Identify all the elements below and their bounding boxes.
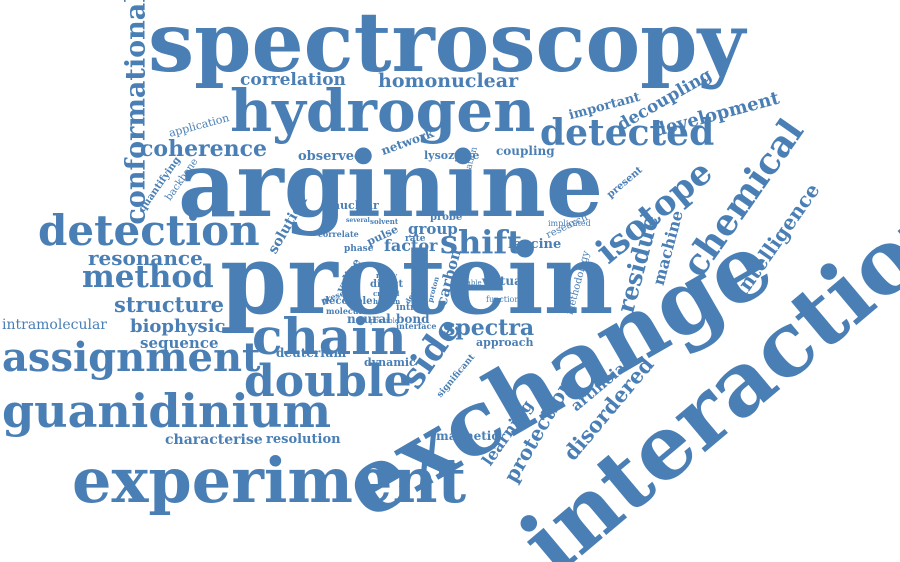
word: chain: [252, 307, 407, 366]
word: factor: [384, 236, 438, 255]
word: implicated: [548, 219, 591, 228]
word: magnetic: [436, 429, 499, 443]
word: shift: [440, 223, 522, 261]
word: coupling: [496, 144, 555, 158]
word: deuterium: [276, 346, 347, 360]
word: detected: [540, 112, 715, 154]
word: spectroscopy: [148, 0, 746, 91]
word: correlation: [240, 70, 346, 90]
word: neural: [347, 312, 391, 326]
word: double: [244, 356, 412, 407]
word: method: [82, 259, 214, 295]
word: present: [605, 164, 645, 201]
word: arginine: [178, 132, 604, 238]
word: spectra: [443, 315, 535, 341]
word: intramolecular: [2, 317, 107, 333]
word: leucine: [508, 237, 562, 252]
word: functional: [486, 295, 527, 304]
word: many: [376, 271, 398, 280]
word: molecule: [326, 306, 367, 316]
word: enable: [458, 279, 482, 287]
word: direct: [370, 279, 404, 290]
word: rate: [405, 234, 426, 244]
word: bond: [396, 312, 430, 326]
word: several: [346, 217, 370, 224]
word: solvent: [370, 217, 399, 226]
word: detection: [38, 206, 260, 255]
word: intra: [396, 303, 421, 313]
word: homonuclear: [378, 70, 519, 92]
word: human: [373, 297, 401, 306]
word: group: [408, 220, 458, 238]
word: lysozyme: [424, 149, 480, 162]
word: experiment: [72, 444, 467, 517]
word: structure: [114, 292, 225, 317]
word: probe: [430, 212, 463, 223]
word: conformational: [120, 0, 152, 225]
word: dynamic: [364, 356, 416, 369]
word: nuclear: [332, 199, 379, 212]
word: protein: [220, 223, 614, 336]
word: sequence: [140, 334, 219, 352]
word: resolution: [266, 432, 341, 447]
word: decouple: [322, 296, 373, 307]
word: approach: [476, 336, 534, 349]
word: crystal: [373, 289, 400, 298]
word: interface: [396, 321, 437, 331]
word: characterise: [165, 432, 263, 448]
word: guanidinium: [2, 384, 332, 438]
word: hydrogen: [230, 77, 536, 145]
word: possible: [370, 317, 399, 325]
word: virtual: [482, 274, 527, 288]
word: observed: [298, 149, 364, 164]
word: assignment: [2, 334, 261, 381]
word: correlate: [318, 229, 359, 239]
word: phase: [344, 244, 374, 254]
word: resonance: [88, 246, 203, 270]
word: coherence: [140, 136, 268, 162]
word: biophysic: [130, 316, 226, 337]
